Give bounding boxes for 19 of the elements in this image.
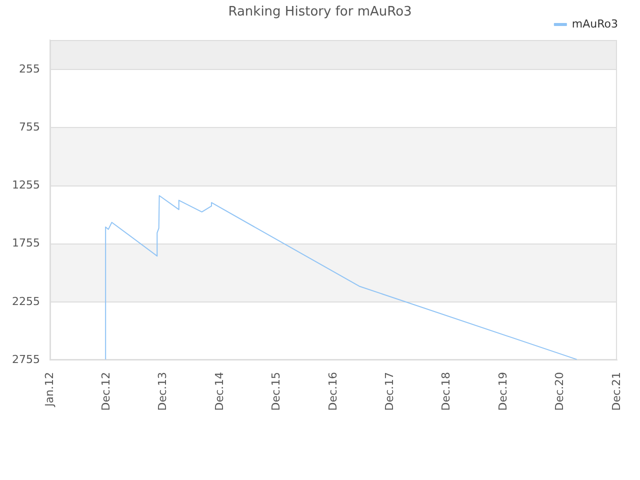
x-tick-label: Dec.12	[100, 372, 113, 411]
x-tick-label: Dec.21	[610, 372, 623, 411]
y-tick-label: 1255	[12, 178, 40, 192]
x-tick-label: Dec.17	[383, 372, 396, 411]
x-tick-label: Dec.16	[326, 372, 340, 411]
x-tick-label: Dec.18	[440, 372, 453, 411]
y-tick-label: 755	[19, 120, 40, 134]
x-tick-label: Dec.15	[270, 372, 283, 411]
chart-title: Ranking History for mAuRo3	[228, 4, 412, 20]
y-tick-label: 2755	[12, 352, 40, 366]
x-tick-label: Dec.13	[156, 372, 170, 411]
y-tick-label: 1755	[12, 236, 40, 250]
y-tick-label: 255	[19, 62, 40, 76]
x-tick-label: Dec.20	[553, 372, 566, 411]
x-tick-label: Jan.12	[42, 372, 56, 408]
legend-label: mAuRo3	[572, 17, 618, 30]
x-tick-label: Dec.14	[212, 372, 226, 411]
x-tick-label: Dec.19	[496, 372, 510, 411]
y-tick-label: 2255	[12, 294, 40, 308]
